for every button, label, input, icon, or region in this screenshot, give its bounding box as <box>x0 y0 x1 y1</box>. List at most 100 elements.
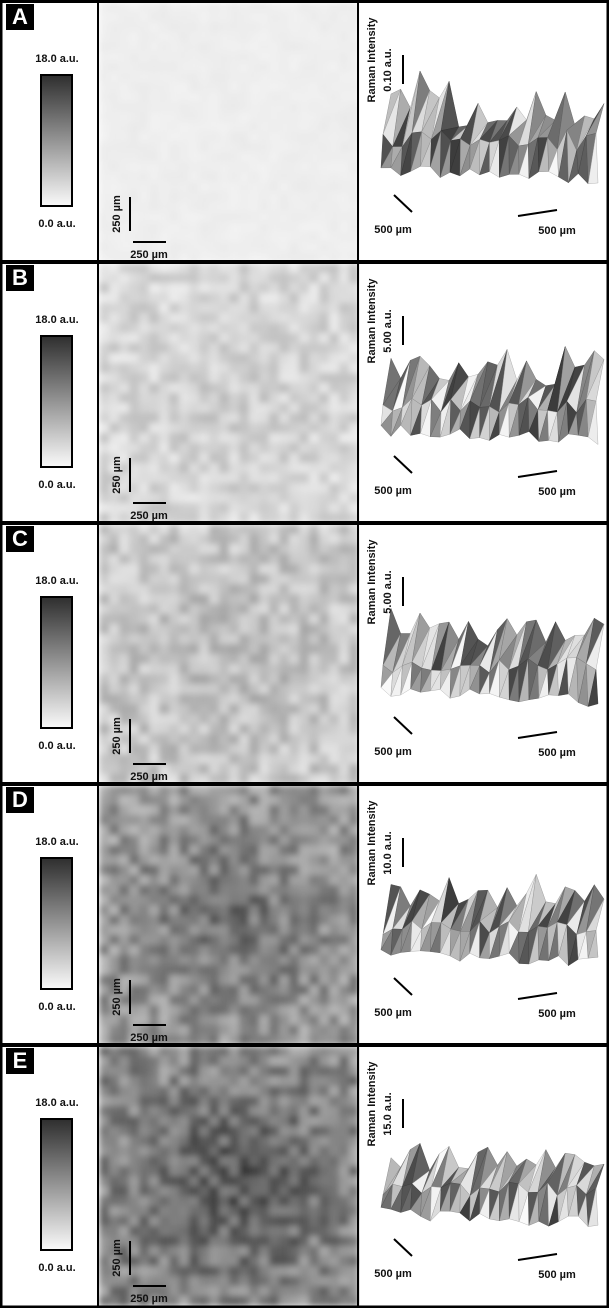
map-pixel <box>299 493 310 504</box>
map-pixel <box>329 1096 340 1107</box>
map-pixel <box>319 1266 330 1277</box>
map-pixel <box>159 764 170 775</box>
map-pixel <box>239 885 250 896</box>
map-pixel <box>219 1296 230 1307</box>
map-pixel <box>269 544 280 555</box>
map-pixel <box>299 734 310 745</box>
map-pixel <box>309 112 320 123</box>
map-pixel <box>329 684 340 695</box>
map-pixel <box>169 92 180 103</box>
map-pixel <box>209 564 220 575</box>
map-pixel <box>99 1005 110 1016</box>
map-pixel <box>179 1086 190 1097</box>
map-pixel <box>99 363 110 374</box>
map-pixel <box>179 825 190 836</box>
map-pixel <box>309 1156 320 1167</box>
map-pixel <box>139 263 150 274</box>
map-pixel <box>239 222 250 233</box>
map-pixel <box>269 724 280 735</box>
map-pixel <box>209 1005 220 1016</box>
map-pixel <box>189 1236 200 1247</box>
map-pixel <box>299 855 310 866</box>
map-pixel <box>329 704 340 715</box>
map-pixel <box>229 925 240 936</box>
map-pixel <box>309 82 320 93</box>
map-pixel <box>349 102 360 113</box>
map-pixel <box>149 865 160 876</box>
map-pixel <box>249 383 260 394</box>
map-pixel <box>189 835 200 846</box>
map-pixel <box>189 343 200 354</box>
map-pixel <box>149 674 160 685</box>
map-pixel <box>129 453 140 464</box>
map-pixel <box>169 574 180 585</box>
map-pixel <box>189 323 200 334</box>
map-pixel <box>109 263 120 274</box>
map-pixel <box>329 1296 340 1307</box>
map-pixel <box>259 1056 270 1067</box>
map-pixel <box>269 503 280 514</box>
map-pixel <box>109 62 120 73</box>
map-pixel <box>149 433 160 444</box>
map-pixel <box>219 554 230 565</box>
map-pixel <box>109 634 120 645</box>
map-pixel <box>139 22 150 33</box>
map-pixel <box>189 734 200 745</box>
map-pixel <box>329 774 340 785</box>
map-pixel <box>339 433 350 444</box>
map-pixel <box>279 1076 290 1087</box>
map-pixel <box>199 72 210 83</box>
map-pixel <box>229 443 240 454</box>
map-pixel <box>289 1216 300 1227</box>
raman-map <box>99 524 360 785</box>
map-pixel <box>349 1276 360 1287</box>
map-pixel <box>329 564 340 575</box>
map-pixel <box>279 273 290 284</box>
map-pixel <box>159 724 170 735</box>
map-pixel <box>199 82 210 93</box>
map-pixel <box>99 453 110 464</box>
map-pixel <box>299 524 310 535</box>
panel-label-box <box>6 526 34 552</box>
map-pixel <box>179 132 190 143</box>
map-pixel <box>329 142 340 153</box>
map-pixel <box>249 1256 260 1267</box>
map-pixel <box>249 815 260 826</box>
map-pixel <box>219 82 230 93</box>
map-pixel <box>299 1126 310 1137</box>
map-pixel <box>339 835 350 846</box>
map-pixel <box>199 92 210 103</box>
map-pixel <box>99 734 110 745</box>
map-pixel <box>149 1226 160 1237</box>
map-pixel <box>319 624 330 635</box>
map-pixel <box>109 865 120 876</box>
map-pixel <box>309 975 320 986</box>
map-pixel <box>169 2 180 13</box>
map-pixel <box>99 1166 110 1177</box>
map-pixel <box>109 694 120 705</box>
map-pixel <box>119 403 130 414</box>
map-pixel <box>219 855 230 866</box>
map-pixel <box>99 795 110 806</box>
map-pixel <box>309 835 320 846</box>
map-pixel <box>259 835 270 846</box>
map-pixel <box>99 313 110 324</box>
map-pixel <box>159 714 170 725</box>
map-pixel <box>199 323 210 334</box>
map-pixel <box>249 574 260 585</box>
map-pixel <box>319 1146 330 1157</box>
map-scale-vertical: 250 µm <box>111 195 123 233</box>
map-pixel <box>279 483 290 494</box>
map-pixel <box>349 473 360 484</box>
map-pixel <box>279 513 290 524</box>
map-pixel <box>309 493 320 504</box>
map-pixel <box>219 1266 230 1277</box>
map-pixel <box>349 1056 360 1067</box>
map-pixel <box>169 1106 180 1117</box>
map-pixel <box>179 192 190 203</box>
map-pixel <box>139 12 150 23</box>
map-pixel <box>109 443 120 454</box>
map-pixel <box>289 935 300 946</box>
map-pixel <box>209 423 220 434</box>
map-pixel <box>249 212 260 223</box>
